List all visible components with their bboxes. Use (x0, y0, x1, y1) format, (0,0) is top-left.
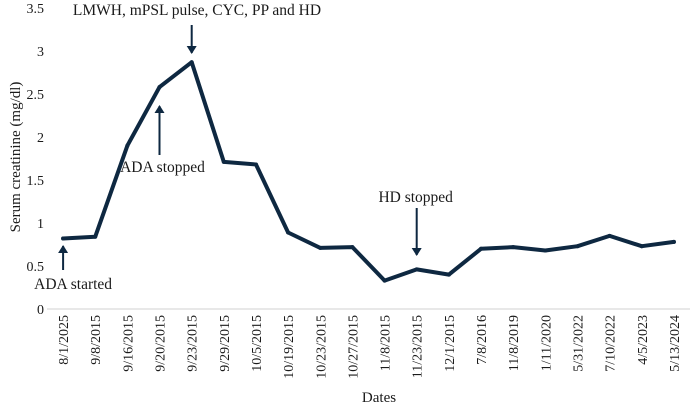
data-point (511, 245, 516, 250)
x-tick-label: 12/1/2015 (443, 315, 458, 372)
y-tick-label: 0.5 (27, 260, 45, 275)
data-point (350, 245, 355, 250)
y-tick-label: 1 (37, 217, 44, 232)
x-tick-label: 7/10/2022 (604, 315, 619, 372)
x-tick-label: 1/11/2020 (539, 315, 554, 371)
x-tick-label: 10/23/2015 (314, 315, 329, 379)
chart-title: LMWH, mPSL pulse, CYC, PP and HD (73, 2, 321, 19)
data-point (221, 159, 226, 164)
x-tick-label: 7/8/2016 (475, 315, 490, 365)
x-axis-ticks: 8/1/2025 9/8/2015 9/16/2015 9/20/2015 9/23/2… (57, 315, 683, 379)
data-point (286, 230, 291, 235)
data-point (157, 85, 162, 90)
y-tick-label: 2.5 (27, 88, 45, 103)
x-tick-label: 11/23/2015 (411, 315, 426, 378)
x-tick-label: 10/19/2015 (282, 315, 297, 379)
x-axis-title: Dates (362, 390, 396, 406)
x-tick-label: 9/8/2015 (89, 315, 104, 365)
annotation-label: ADA stopped (120, 159, 205, 176)
y-tick-label: 2 (37, 131, 44, 146)
data-point (93, 234, 98, 239)
x-tick-label: 9/29/2015 (218, 315, 233, 372)
y-tick-label: 3.5 (27, 2, 45, 17)
x-tick-label: 4/5/2023 (636, 315, 651, 365)
data-point (543, 248, 548, 253)
x-tick-label: 9/20/2015 (154, 315, 169, 372)
data-point (639, 244, 644, 249)
y-tick-label: 0 (37, 303, 44, 318)
annotation-label: ADA started (34, 276, 112, 293)
data-point (382, 278, 387, 283)
x-tick-label: 10/27/2015 (346, 315, 361, 379)
x-tick-label: 11/8/2015 (379, 315, 394, 371)
y-tick-label: 3 (37, 45, 44, 60)
series-layer (61, 60, 676, 283)
data-point (446, 272, 451, 277)
data-point (607, 233, 612, 238)
x-tick-label: 8/1/2025 (57, 315, 72, 365)
x-tick-label: 10/5/2015 (250, 315, 265, 372)
data-point (479, 246, 483, 251)
x-tick-label: 5/31/2022 (571, 315, 586, 372)
data-point (125, 143, 130, 148)
data-point (575, 244, 580, 249)
data-point (414, 267, 419, 272)
y-tick-label: 1.5 (27, 174, 45, 189)
series-line (61, 60, 676, 283)
x-tick-label: 11/8/2019 (507, 315, 522, 371)
x-tick-label: 9/23/2015 (186, 315, 201, 372)
y-axis-ticks: 0 0.5 1 1.5 2 2.5 3 3.5 (27, 2, 45, 318)
annotation-label: HD stopped (378, 189, 453, 206)
y-axis-title: Serum creatinine (mg/dl) (8, 82, 24, 233)
data-point (318, 245, 323, 250)
x-tick-label: 9/16/2015 (121, 315, 136, 372)
data-point (61, 236, 66, 241)
data-point (671, 239, 676, 244)
x-tick-label: 5/13/2024 (668, 315, 683, 372)
annotations: ADA started ADA stopped HD stopped (34, 25, 453, 293)
data-point (254, 162, 258, 167)
data-point (189, 60, 194, 65)
